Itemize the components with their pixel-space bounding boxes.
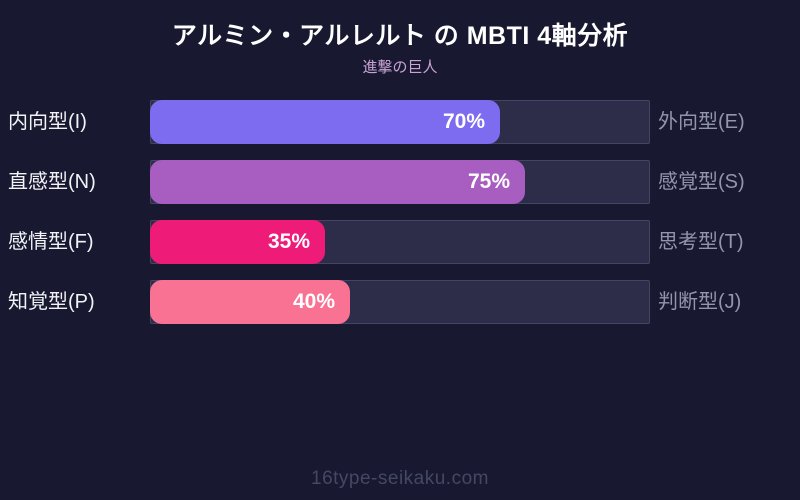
chart-title: アルミン・アルレルト の MBTI 4軸分析 bbox=[171, 22, 629, 50]
bar-row: 知覚型(P) 40% 判断型(J) bbox=[0, 280, 800, 324]
axis-right-label: 外向型(E) bbox=[658, 111, 745, 133]
axis-right-label: 判断型(J) bbox=[658, 291, 742, 313]
axis-right-label: 感覚型(S) bbox=[658, 171, 745, 193]
bar-fill: 40% bbox=[150, 280, 350, 324]
bar-value-label: 70% bbox=[442, 110, 485, 133]
bar-row: 感情型(F) 35% 思考型(T) bbox=[0, 220, 800, 264]
bar-track: 70% bbox=[150, 100, 650, 144]
bar-row: 内向型(I) 70% 外向型(E) bbox=[0, 100, 800, 144]
axis-left-label: 直感型(N) bbox=[8, 171, 96, 193]
bar-value-label: 75% bbox=[467, 170, 510, 193]
watermark-text: 16type-seikaku.com bbox=[311, 468, 489, 489]
bar-track: 35% bbox=[150, 220, 650, 264]
axis-right-label: 思考型(T) bbox=[658, 231, 744, 253]
bar-track: 75% bbox=[150, 160, 650, 204]
bar-chart-rows: 内向型(I) 70% 外向型(E) 直感型(N) 75% 感覚型(S) 感情型(F) 35% 思… bbox=[0, 100, 800, 340]
axis-left-label: 内向型(I) bbox=[8, 111, 87, 133]
bar-value-label: 35% bbox=[267, 230, 310, 253]
bar-track: 40% bbox=[150, 280, 650, 324]
bar-fill: 75% bbox=[150, 160, 525, 204]
axis-left-label: 感情型(F) bbox=[8, 231, 94, 253]
bar-fill: 70% bbox=[150, 100, 500, 144]
bar-fill: 35% bbox=[150, 220, 325, 264]
bar-row: 直感型(N) 75% 感覚型(S) bbox=[0, 160, 800, 204]
bar-value-label: 40% bbox=[292, 290, 335, 313]
chart-subtitle: 進撃の巨人 bbox=[362, 59, 438, 76]
axis-left-label: 知覚型(P) bbox=[8, 291, 95, 313]
